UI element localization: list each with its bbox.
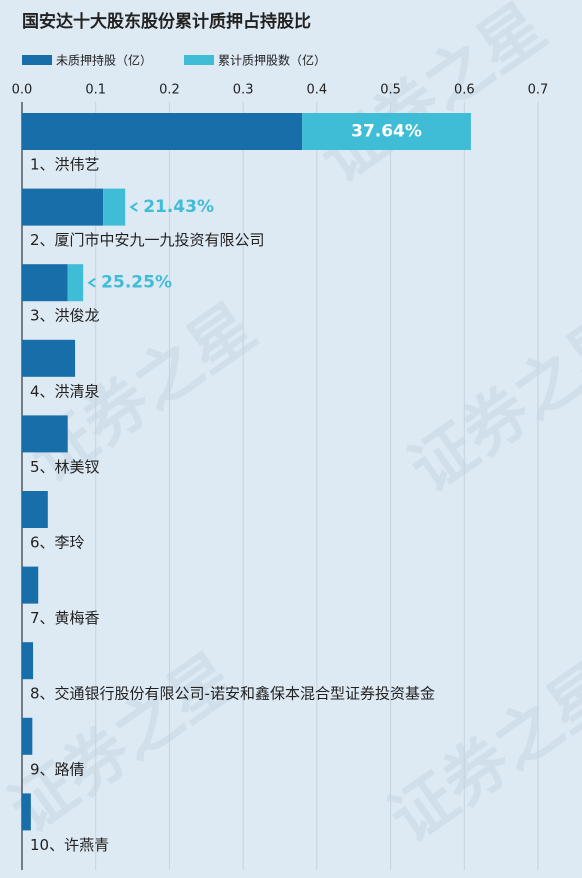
watermark: 证券之星 bbox=[377, 650, 582, 857]
chart-title: 国安达十大股东股份累计质押占持股比 bbox=[22, 11, 311, 32]
bar-segment bbox=[67, 264, 84, 302]
ratio-pointer bbox=[129, 202, 138, 212]
category-label: 1、洪伟艺 bbox=[30, 156, 100, 174]
category-label: 7、黄梅香 bbox=[30, 609, 100, 627]
ratio-label: 37.64% bbox=[351, 122, 422, 142]
x-tick-label: 0.0 bbox=[12, 83, 33, 98]
x-tick-label: 0.6 bbox=[454, 83, 475, 98]
bar-segment bbox=[22, 491, 48, 528]
legend-label: 未质押持股（亿） bbox=[56, 53, 152, 68]
watermark: 证券之星 bbox=[0, 640, 249, 847]
watermark: 证券之星 bbox=[397, 300, 582, 507]
x-tick-label: 0.4 bbox=[307, 83, 328, 98]
bar-segment bbox=[22, 188, 104, 226]
bar-segment bbox=[22, 717, 33, 755]
watermark: 证券之星 bbox=[307, 0, 559, 198]
bar-segment bbox=[22, 339, 76, 377]
legend-swatch bbox=[184, 55, 214, 65]
ratio-label: 25.25% bbox=[101, 273, 172, 293]
bar-segment bbox=[22, 264, 68, 302]
category-label: 9、路倩 bbox=[30, 760, 85, 778]
ratio-label: 21.43% bbox=[143, 197, 214, 217]
category-label: 6、李玲 bbox=[30, 534, 85, 552]
bar-segment bbox=[22, 113, 303, 150]
bar-segment bbox=[103, 188, 126, 226]
category-label: 3、洪俊龙 bbox=[30, 307, 100, 325]
category-label: 2、厦门市中安九一九投资有限公司 bbox=[30, 231, 265, 249]
bar-segment bbox=[302, 113, 471, 150]
category-label: 5、林美钗 bbox=[30, 458, 100, 476]
legend-label: 累计质押股数（亿） bbox=[218, 53, 326, 68]
x-tick-label: 0.2 bbox=[159, 83, 180, 98]
bar-segment bbox=[22, 642, 34, 680]
bar-segment bbox=[22, 415, 68, 453]
x-tick-label: 0.7 bbox=[528, 83, 549, 98]
x-tick-label: 0.3 bbox=[233, 83, 254, 98]
x-tick-label: 0.5 bbox=[380, 83, 401, 98]
category-label: 4、洪清泉 bbox=[30, 382, 100, 400]
category-label: 10、许燕青 bbox=[30, 836, 109, 854]
ratio-pointer bbox=[87, 277, 96, 288]
category-label: 8、交通银行股份有限公司-诺安和鑫保本混合型证券投资基金 bbox=[30, 685, 435, 703]
bar-segment bbox=[22, 793, 31, 831]
bar-segment bbox=[22, 566, 39, 604]
x-tick-label: 0.1 bbox=[85, 83, 106, 98]
legend-swatch bbox=[22, 55, 52, 65]
